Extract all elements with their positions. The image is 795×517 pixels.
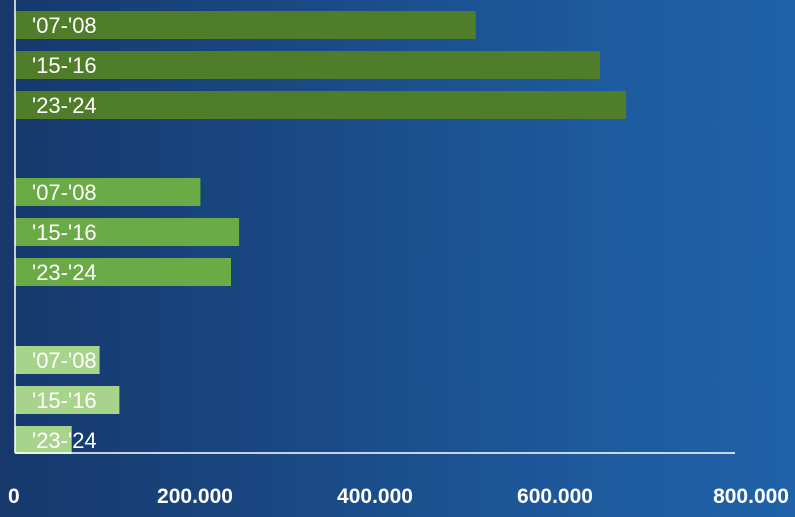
bar-labels-layer: '07-'08 '15-'16 '23-'24 '07-'08 '15-'16 '23-'… xyxy=(32,13,97,453)
bar-label-g1-1: '07-'08 xyxy=(32,13,97,38)
bar-g2-2 xyxy=(15,218,240,246)
bars-layer xyxy=(15,11,627,454)
bar-g3-2 xyxy=(15,386,120,414)
bar-g3-1 xyxy=(15,346,100,374)
bar-g1-2 xyxy=(15,51,600,79)
bar-g3-3 xyxy=(15,426,72,454)
x-tick-label-4: 800.000 xyxy=(713,485,789,508)
x-tick-label-2: 400.000 xyxy=(337,485,413,508)
bar-label-g2-1: '07-'08 xyxy=(32,180,97,205)
bar-label-g3-1: '07-'08 xyxy=(32,348,97,373)
x-tick-label-3: 600.000 xyxy=(517,485,593,508)
bar-label-g2-3: '23-'24 xyxy=(32,260,97,285)
x-tick-label-0: 0 xyxy=(8,485,20,508)
bar-g1-1 xyxy=(15,11,476,39)
bar-label-g1-2: '15-'16 xyxy=(32,53,97,78)
bar-label-g2-2: '15-'16 xyxy=(32,220,97,245)
bar-g2-1 xyxy=(15,178,201,206)
bar-g1-3 xyxy=(15,91,627,119)
x-tick-labels: 0 200.000 400.000 600.000 800.000 xyxy=(8,485,789,508)
bar-label-g3-3: '23-'24 xyxy=(32,428,97,453)
bar-label-g3-2: '15-'16 xyxy=(32,388,97,413)
x-tick-label-1: 200.000 xyxy=(157,485,233,508)
bar-label-g1-3: '23-'24 xyxy=(32,93,97,118)
bar-g2-3 xyxy=(15,258,231,286)
